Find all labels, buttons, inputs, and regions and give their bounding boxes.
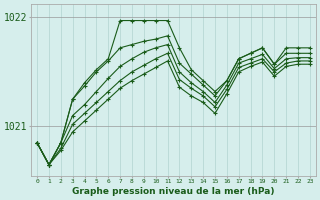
X-axis label: Graphe pression niveau de la mer (hPa): Graphe pression niveau de la mer (hPa) [72, 187, 275, 196]
